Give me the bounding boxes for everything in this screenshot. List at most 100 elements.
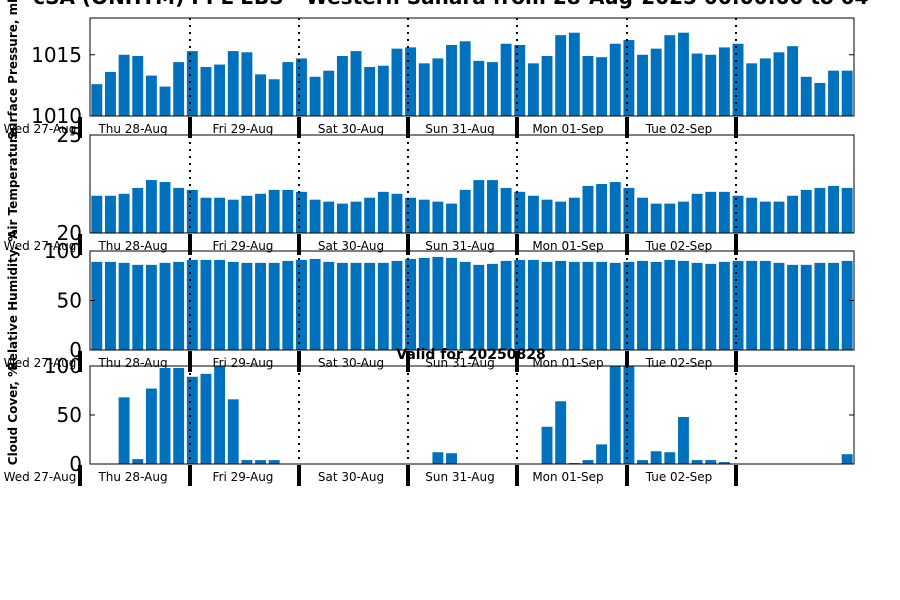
bar [500,43,512,117]
x-tick-label: Tue 02-Sep [645,356,713,370]
bar [118,54,130,116]
bar [323,261,335,350]
bar [255,193,266,233]
plot-frame [89,134,855,234]
bar [514,259,526,350]
bar [418,63,430,116]
bar [377,65,389,116]
bar [173,261,185,350]
bar [828,70,839,116]
bar [527,63,539,116]
bar [446,203,457,233]
bar [514,44,526,117]
bar [637,260,648,350]
bar [432,201,444,233]
bar [200,259,212,350]
bar [173,62,185,116]
bar [500,187,512,233]
bar [350,51,362,116]
bar [582,261,594,350]
bar [637,54,648,116]
bar [227,261,239,350]
bar [759,58,771,116]
x-tick-label: Sun 31-Aug [425,122,494,136]
bar [186,51,198,116]
bar [841,187,853,233]
bar [773,52,785,116]
y-tick-label: 50 [57,403,82,427]
bar [678,201,689,233]
y-tick-label: 1010 [31,104,82,128]
bar [500,260,512,350]
bar [214,259,226,350]
bar [309,76,321,116]
bar [214,197,226,233]
bar [746,63,758,116]
bar [718,191,730,233]
bar [678,32,689,117]
bar [582,55,594,116]
bar [814,262,826,350]
y-tick-label: 100 [44,239,82,263]
bar [459,261,471,350]
bar [173,367,185,464]
bar [732,195,744,233]
bar [609,366,621,464]
bar [678,416,689,464]
y-tick-label: 1015 [31,43,82,67]
bar [623,261,635,350]
bar [527,195,539,233]
bar [105,261,116,350]
bar [241,460,253,464]
bar [132,459,144,464]
bar [623,187,635,233]
bar [555,260,567,350]
bar [609,182,621,233]
bar [255,262,266,350]
bar [159,262,171,350]
x-tick-label: Thu 28-Aug [97,470,167,484]
bar [664,452,676,464]
bar [255,74,266,116]
bar [296,58,307,116]
bar [459,41,471,116]
bar [650,48,662,117]
bar [405,47,417,116]
bar [186,376,198,464]
bar [637,460,648,464]
bar [514,191,526,233]
bar [282,260,294,350]
bar [214,366,226,464]
bar [145,180,157,233]
bar [759,201,771,233]
bar [691,193,703,233]
bar [432,58,444,116]
bar [282,62,294,116]
bar [664,35,676,116]
bar [582,460,594,464]
bar [596,444,608,464]
bar [200,373,212,464]
x-tick-label: Sat 30-Aug [318,239,384,253]
bar [145,264,157,350]
bar [582,185,594,233]
y-axis-label: Relative Humidity, % [6,230,20,371]
bar [705,54,717,116]
bar [391,48,403,117]
x-tick-label: Wed 27-Aug [4,356,77,370]
bar [364,67,376,116]
x-tick-label: Wed 27-Aug [4,470,77,484]
bar [446,453,457,464]
bar [746,197,758,233]
bar [391,193,403,233]
bar [555,401,567,464]
bar [132,55,144,116]
bar [555,35,567,116]
bar [405,258,417,350]
bar [105,71,116,116]
bar [118,397,130,464]
bar [296,259,307,350]
bar [200,197,212,233]
